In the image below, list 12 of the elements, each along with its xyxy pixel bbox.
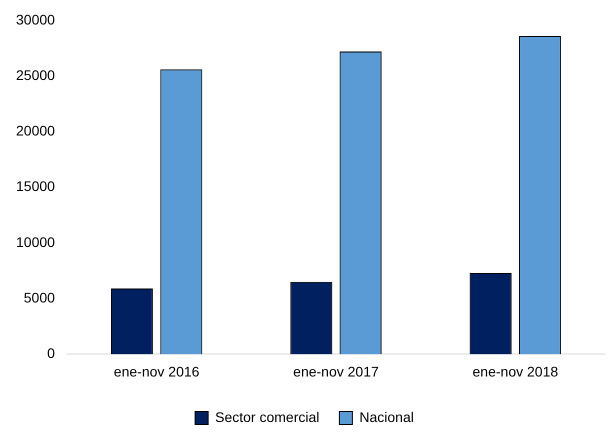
- y-tick-label: 15000: [16, 178, 56, 194]
- legend-label: Sector comercial: [215, 408, 320, 425]
- legend-label: Nacional: [359, 408, 414, 425]
- x-tick-label: ene-nov 2016: [114, 363, 200, 380]
- y-tick-label: 5000: [24, 289, 56, 306]
- x-tick-label: ene-nov 2017: [293, 363, 379, 380]
- x-tick-label: ene-nov 2018: [472, 363, 558, 380]
- y-tick-label: 25000: [16, 66, 56, 83]
- y-tick-label: 20000: [16, 122, 56, 139]
- y-tick-label: 30000: [16, 11, 56, 28]
- y-tick-label: 10000: [16, 234, 56, 250]
- y-tick-label: 0: [47, 345, 56, 362]
